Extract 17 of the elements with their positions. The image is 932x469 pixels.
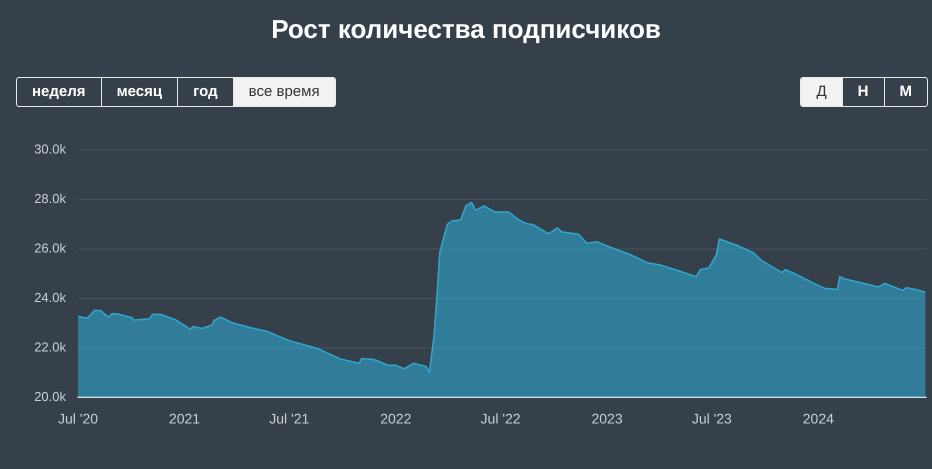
- x-tick-label: 2024: [802, 410, 834, 426]
- y-tick-label: 22.0k: [34, 339, 66, 354]
- y-tick-label: 30.0k: [34, 142, 66, 157]
- x-tick-label: Jul '22: [480, 410, 521, 426]
- x-tick-label: 2022: [380, 410, 412, 426]
- y-tick-label: 24.0k: [34, 290, 66, 305]
- x-tick-label: 2021: [168, 410, 200, 426]
- y-tick-label: 28.0k: [34, 191, 66, 206]
- x-tick-label: Jul '23: [692, 410, 732, 426]
- x-tick-label: Jul '21: [269, 410, 310, 426]
- x-tick-label: 2023: [591, 410, 623, 426]
- interval-switch: Д Н М: [800, 77, 928, 107]
- y-tick-label: 26.0k: [34, 240, 66, 256]
- y-tick-label: 20.0k: [34, 388, 66, 404]
- chart-title: Рост количества подписчиков: [270, 14, 662, 45]
- x-tick-label: Jul '20: [58, 410, 98, 426]
- period-switch: неделя месяц год все время: [16, 77, 336, 107]
